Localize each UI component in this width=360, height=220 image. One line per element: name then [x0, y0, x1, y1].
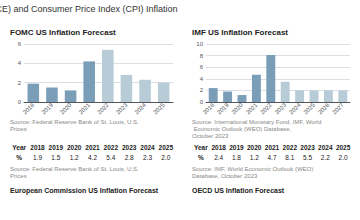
svg-text:1.2: 1.2 — [250, 154, 259, 161]
svg-text:4.2: 4.2 — [88, 154, 97, 161]
svg-text:2020: 2020 — [230, 101, 244, 115]
svg-text:1.8: 1.8 — [232, 154, 241, 161]
svg-text:2021: 2021 — [265, 144, 280, 151]
svg-text:2024: 2024 — [288, 101, 302, 115]
svg-text:2.0: 2.0 — [339, 154, 348, 161]
svg-text:%: % — [16, 154, 22, 161]
svg-text:1.5: 1.5 — [51, 154, 60, 161]
svg-text:2018: 2018 — [202, 101, 216, 115]
svg-text:2023: 2023 — [300, 144, 315, 151]
svg-text:Source: Federal Reserve Bank o: Source: Federal Reserve Bank of St. Loui… — [10, 166, 140, 172]
svg-text:2: 2 — [18, 80, 22, 86]
svg-text:European Commission US Inflati: European Commission US Inflation Forecas… — [10, 187, 159, 195]
svg-text:Economic Outlook (WEO) Databas: Economic Outlook (WEO) Database, — [192, 126, 292, 132]
svg-text:2.0: 2.0 — [161, 154, 170, 161]
svg-text:2.8: 2.8 — [125, 154, 134, 161]
svg-text:0: 0 — [200, 99, 204, 105]
svg-text:2019: 2019 — [229, 144, 244, 151]
svg-text:2.4: 2.4 — [214, 154, 223, 161]
svg-text:FOMC US Inflation Forecast: FOMC US Inflation Forecast — [10, 28, 116, 37]
svg-text:4: 4 — [18, 60, 22, 66]
svg-text:Database, October 2023: Database, October 2023 — [192, 173, 258, 179]
svg-text:2022: 2022 — [104, 144, 119, 151]
svg-text:2019: 2019 — [216, 101, 230, 115]
svg-text:IMF US Inflation Forecast: IMF US Inflation Forecast — [192, 28, 288, 37]
svg-text:2.3: 2.3 — [143, 154, 152, 161]
svg-text:2018: 2018 — [211, 144, 226, 151]
svg-text:2025: 2025 — [159, 144, 174, 151]
svg-text:5.4: 5.4 — [106, 154, 115, 161]
svg-text:2023: 2023 — [274, 101, 288, 115]
svg-text:Source: Federal Reserve Bank o: Source: Federal Reserve Bank of St. Loui… — [10, 119, 140, 125]
svg-text:8.1: 8.1 — [285, 154, 294, 161]
svg-text:2019: 2019 — [40, 101, 54, 115]
svg-text:2020: 2020 — [67, 144, 82, 151]
svg-text:2: 2 — [200, 87, 204, 93]
svg-text:Source: International Monetary: Source: International Monetary Fund, IMF… — [192, 119, 321, 125]
svg-text:2024: 2024 — [140, 144, 155, 151]
svg-text:2025: 2025 — [336, 144, 351, 151]
svg-text:Prices: Prices — [10, 126, 27, 132]
svg-text:1.9: 1.9 — [33, 154, 42, 161]
svg-text:2.2: 2.2 — [321, 154, 330, 161]
svg-text:2025: 2025 — [302, 101, 316, 115]
svg-text:%: % — [198, 154, 204, 161]
svg-text:2023: 2023 — [115, 101, 129, 115]
svg-text:6: 6 — [200, 64, 204, 70]
svg-text:4.7: 4.7 — [267, 154, 276, 161]
svg-text:OECD US Inflation Forecast: OECD US Inflation Forecast — [192, 187, 285, 194]
svg-text:Source: IMF, World Economic Ou: Source: IMF, World Economic Outlook (WEO… — [192, 166, 315, 172]
svg-text:2021: 2021 — [78, 101, 92, 115]
svg-text:2020: 2020 — [59, 101, 73, 115]
svg-text:2021: 2021 — [85, 144, 100, 151]
svg-text:8: 8 — [200, 53, 204, 59]
svg-text:2027: 2027 — [331, 101, 345, 115]
svg-text:2019: 2019 — [49, 144, 64, 151]
svg-text:4: 4 — [200, 76, 204, 82]
svg-text:1.2: 1.2 — [70, 154, 79, 161]
svg-text:2021: 2021 — [245, 101, 259, 115]
svg-text:2022: 2022 — [283, 144, 298, 151]
svg-text:2024: 2024 — [134, 101, 148, 115]
svg-text:2024: 2024 — [318, 144, 333, 151]
svg-text:Year: Year — [12, 144, 26, 151]
svg-text:2022: 2022 — [259, 101, 273, 115]
svg-text:2018: 2018 — [30, 144, 45, 151]
svg-text:2023: 2023 — [122, 144, 137, 151]
svg-text:0: 0 — [18, 99, 22, 105]
svg-text:October 2023: October 2023 — [192, 133, 229, 139]
svg-text:6: 6 — [18, 41, 22, 47]
svg-text:2026: 2026 — [317, 101, 331, 115]
svg-text:2018: 2018 — [22, 101, 36, 115]
svg-text:2020: 2020 — [247, 144, 262, 151]
svg-text:5.5: 5.5 — [303, 154, 312, 161]
svg-text:Personal Consumption Expenditu: Personal Consumption Expenditure (PCE) a… — [0, 4, 178, 14]
svg-text:Year: Year — [194, 144, 208, 151]
svg-text:2025: 2025 — [152, 101, 166, 115]
svg-text:Prices: Prices — [10, 173, 27, 179]
svg-text:2022: 2022 — [96, 101, 110, 115]
svg-text:10: 10 — [196, 41, 203, 47]
